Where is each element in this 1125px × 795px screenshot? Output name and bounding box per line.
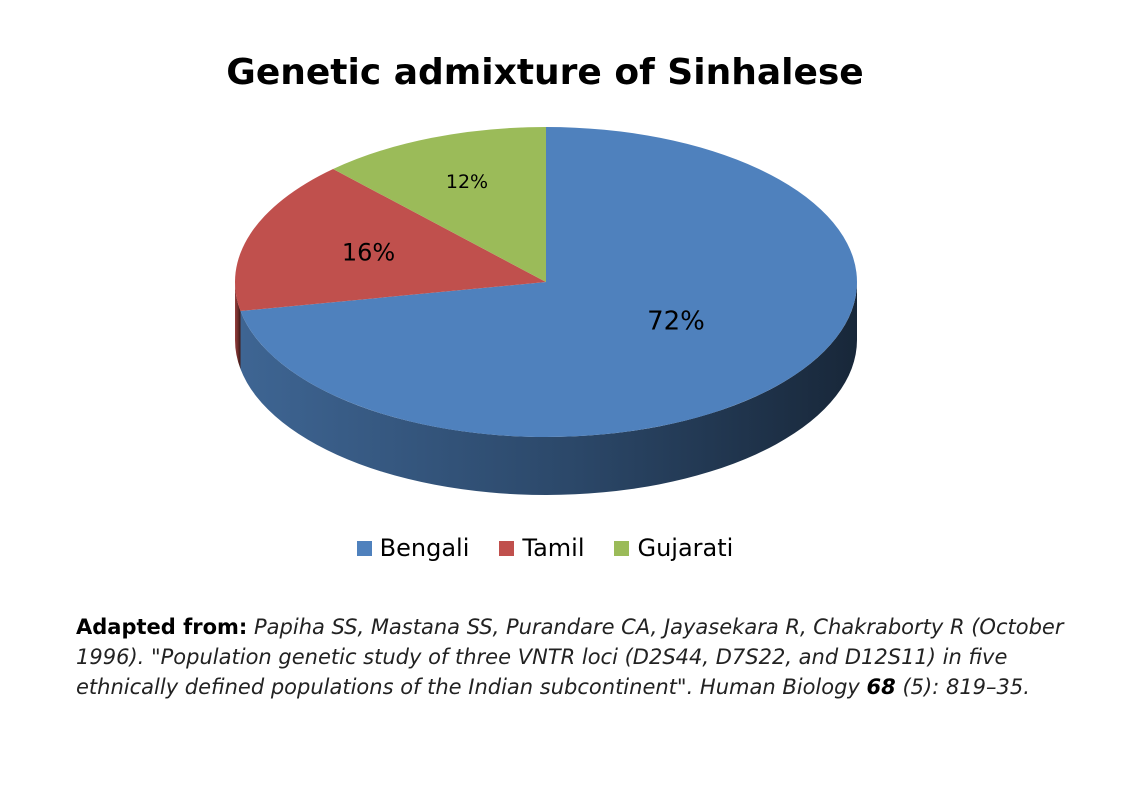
legend-label-tamil: Tamil (522, 534, 585, 562)
pie-slice-tamil (235, 169, 547, 312)
legend-swatch-bengali (356, 540, 372, 556)
legend-swatch-gujarati (614, 540, 630, 556)
pie-side-bengali (240, 282, 857, 496)
citation-part1: Papiha SS, Mastana SS, Purandare CA, Jay… (76, 615, 1064, 699)
legend-item-gujarati: Gujarati (614, 534, 733, 562)
chart-title: Genetic admixture of Sinhalese (226, 52, 864, 93)
legend-item-tamil: Tamil (499, 534, 584, 562)
legend-swatch-tamil (499, 540, 515, 556)
citation-text: Papiha SS, Mastana SS, Purandare CA, Jay… (76, 615, 1063, 699)
citation: Adapted from: Papiha SS, Mastana SS, Pur… (76, 612, 1076, 702)
pie-side-tamil (235, 282, 241, 370)
citation-part2: (5): 819–35. (895, 675, 1030, 699)
slice-label-bengali: 72% (647, 307, 705, 337)
legend: Bengali Tamil Gujarati (0, 534, 1090, 562)
legend-label-gujarati: Gujarati (637, 534, 734, 562)
legend-label-bengali: Bengali (379, 534, 470, 562)
slice-label-tamil: 16% (342, 238, 395, 266)
legend-item-bengali: Bengali (356, 534, 470, 562)
pie-slice-bengali (240, 127, 858, 437)
citation-volume: 68 (866, 675, 896, 699)
slice-label-gujarati: 12% (446, 171, 488, 193)
citation-lead: Adapted from: (76, 615, 248, 639)
pie-slice-gujarati (333, 127, 546, 282)
